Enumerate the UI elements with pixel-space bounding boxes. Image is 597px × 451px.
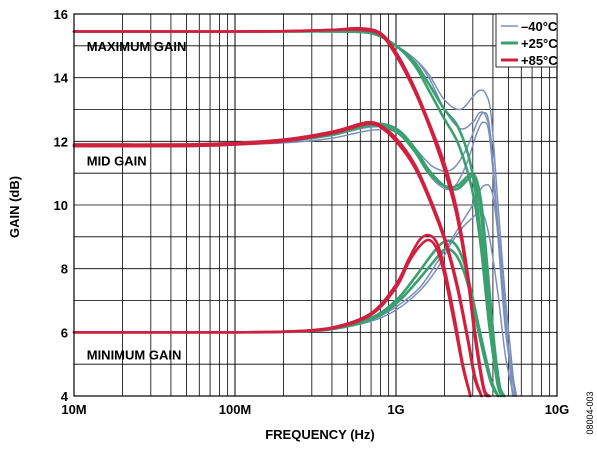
series-line-2-5 bbox=[72, 238, 472, 398]
annotations: MAXIMUM GAIN MID GAIN MINIMUM GAIN bbox=[87, 39, 187, 363]
series-line-0-1 bbox=[73, 30, 516, 397]
figure-id: 08004-003 bbox=[585, 391, 595, 434]
legend-box bbox=[495, 13, 558, 68]
series-line-1-4 bbox=[72, 239, 500, 398]
gain-annotation: MINIMUM GAIN bbox=[87, 348, 182, 363]
series-line-1-5 bbox=[72, 247, 500, 398]
series-line-0-5 bbox=[73, 209, 515, 397]
y-tick-labels: 4 6 8 10 12 14 16 bbox=[54, 7, 69, 404]
x-tick-label: 100M bbox=[219, 402, 252, 417]
legend-label: –40°C bbox=[521, 19, 558, 34]
series-line-2-1 bbox=[72, 28, 491, 398]
legend: –40°C +25°C +85°C bbox=[495, 13, 558, 68]
series-line-1-0 bbox=[72, 30, 506, 398]
x-tick-labels: 10M 100M 1G 10G bbox=[61, 402, 569, 417]
x-axis-title: FREQUENCY (Hz) bbox=[265, 427, 375, 442]
y-axis-title: GAIN (dB) bbox=[7, 176, 22, 238]
y-tick-label: 10 bbox=[54, 198, 68, 213]
series-line-0-0 bbox=[73, 30, 516, 397]
gain-annotation: MID GAIN bbox=[87, 153, 147, 168]
gain-annotation: MAXIMUM GAIN bbox=[87, 39, 187, 54]
x-tick-label: 10G bbox=[545, 402, 570, 417]
plot-frame bbox=[73, 13, 558, 397]
y-tick-label: 14 bbox=[54, 71, 69, 86]
y-tick-label: 4 bbox=[61, 389, 69, 404]
y-tick-label: 6 bbox=[61, 325, 68, 340]
series-line-2-3 bbox=[72, 122, 483, 398]
legend-label: +85°C bbox=[521, 53, 558, 68]
y-tick-label: 8 bbox=[61, 262, 68, 277]
legend-label: +25°C bbox=[521, 36, 558, 51]
x-tick-label: 10M bbox=[61, 402, 86, 417]
series-curves bbox=[72, 26, 518, 398]
y-tick-label: 16 bbox=[54, 7, 68, 22]
grid-lines bbox=[73, 13, 557, 397]
x-tick-label: 1G bbox=[387, 402, 404, 417]
y-tick-label: 12 bbox=[54, 134, 68, 149]
series-line-1-1 bbox=[72, 30, 506, 398]
